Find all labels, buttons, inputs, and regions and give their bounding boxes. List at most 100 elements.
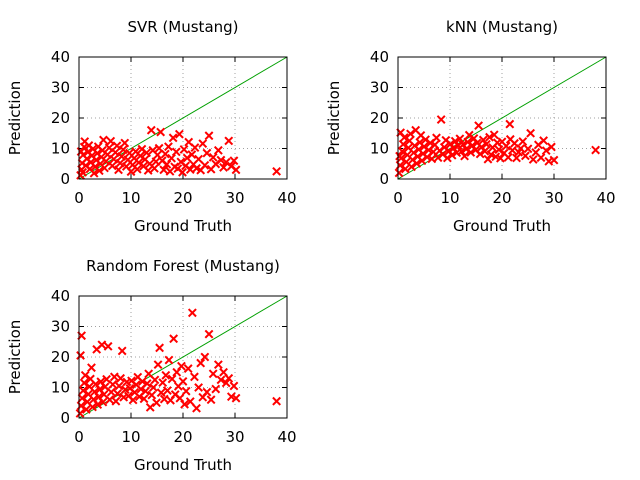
data-point: [591, 145, 601, 155]
data-point: [190, 372, 199, 382]
data-point: [100, 382, 110, 392]
data-point: [164, 142, 173, 152]
data-point: [106, 387, 116, 397]
data-point: [187, 308, 197, 318]
data-point: [466, 148, 476, 157]
data-point: [202, 148, 212, 158]
data-point: [396, 128, 406, 138]
data-point: [184, 137, 194, 147]
y-axis-label: Prediction: [6, 81, 24, 156]
data-point: [194, 383, 204, 392]
data-point: [154, 143, 164, 153]
y-tick-label: 40: [51, 48, 70, 66]
data-point: [229, 156, 239, 166]
data-point: [208, 152, 218, 162]
data-point: [181, 386, 191, 396]
data-point: [200, 160, 210, 170]
data-point: [102, 374, 111, 384]
data-point: [539, 136, 549, 145]
data-point: [481, 139, 491, 149]
plot-frame: [397, 56, 607, 180]
y-tick-label: 20: [51, 109, 70, 127]
data-point: [536, 153, 546, 163]
y-tick-label: 40: [370, 48, 389, 66]
y-tick-label: 20: [370, 109, 389, 127]
data-point: [469, 134, 479, 143]
x-axis-label: Ground Truth: [134, 456, 232, 474]
data-point: [520, 151, 530, 161]
data-point: [175, 393, 185, 403]
data-point: [171, 147, 181, 157]
data-point: [546, 142, 556, 152]
data-point: [172, 367, 182, 377]
x-tick-label: 30: [225, 428, 244, 446]
data-point: [204, 131, 214, 141]
data-point: [206, 395, 216, 405]
data-point: [148, 383, 158, 392]
data-point: [474, 121, 484, 131]
data-point: [196, 358, 206, 368]
data-point: [147, 390, 157, 400]
data-point: [88, 402, 97, 412]
data-point: [549, 155, 559, 165]
data-point: [272, 396, 282, 406]
chart-title: SVR (Mustang): [127, 18, 238, 36]
data-point: [87, 363, 96, 373]
data-point: [213, 145, 223, 155]
chart-title: kNN (Mustang): [446, 18, 558, 36]
chart-panel-2: 0 10 20 30 40 0 10 20 30 40 kNN (Mustang) Ground Tr…: [325, 18, 616, 235]
data-point: [134, 392, 144, 402]
data-point: [174, 129, 184, 139]
data-point: [153, 360, 163, 370]
data-point: [138, 376, 147, 386]
data-point: [179, 145, 189, 154]
data-point: [397, 146, 407, 156]
data-point: [155, 343, 165, 353]
data-point: [213, 360, 223, 370]
data-point: [99, 135, 108, 145]
data-point: [400, 164, 410, 174]
data-point: [198, 139, 208, 149]
data-point: [116, 373, 126, 383]
chart-panel-1: 0 10 20 30 40 0 10 20 30 40 SVR (Mustang) Ground Tr…: [6, 18, 297, 235]
data-point: [100, 163, 109, 173]
y-tick-label: 10: [370, 140, 389, 158]
data-point: [190, 143, 200, 152]
data-point: [518, 137, 528, 146]
data-point: [541, 146, 551, 156]
y-tick-label: 0: [60, 409, 70, 427]
data-point: [224, 373, 234, 383]
data-point: [200, 352, 210, 362]
data-point: [162, 386, 172, 395]
data-point: [117, 152, 127, 161]
data-point: [494, 145, 504, 155]
data-point: [115, 158, 125, 168]
data-point: [528, 155, 538, 164]
x-tick-label: 40: [596, 189, 615, 207]
data-point: [158, 378, 168, 388]
y-tick-label: 0: [379, 170, 389, 188]
data-point: [168, 133, 178, 143]
data-point: [458, 140, 468, 149]
data-point: [526, 128, 536, 138]
data-point: [510, 138, 519, 148]
data-point: [177, 361, 186, 371]
data-point: [486, 150, 496, 160]
x-axis-label: Ground Truth: [134, 217, 232, 235]
data-point: [485, 132, 494, 142]
data-point: [523, 144, 533, 154]
data-point: [162, 159, 172, 169]
data-point: [93, 400, 103, 409]
x-tick-label: 0: [393, 189, 403, 207]
data-point: [187, 150, 197, 160]
data-point: [406, 129, 415, 139]
data-point: [457, 147, 466, 156]
data-point: [475, 149, 485, 159]
data-point: [501, 141, 511, 151]
data-point: [109, 372, 119, 382]
data-point: [94, 166, 104, 176]
x-tick-label: 10: [121, 189, 140, 207]
data-point: [126, 167, 136, 177]
y-tick-label: 30: [370, 79, 389, 97]
data-point: [516, 144, 526, 153]
